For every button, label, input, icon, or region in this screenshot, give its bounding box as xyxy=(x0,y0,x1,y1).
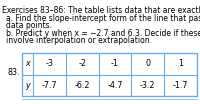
Text: y: y xyxy=(25,81,30,90)
Bar xyxy=(22,53,197,96)
Text: involve interpolation or extrapolation.: involve interpolation or extrapolation. xyxy=(6,36,152,45)
Text: -3.2: -3.2 xyxy=(140,81,156,90)
Text: -1.7: -1.7 xyxy=(173,81,188,90)
Text: -7.7: -7.7 xyxy=(42,81,57,90)
Text: b. Predict y when x = −2.7 and 6.3. Decide if these calculations: b. Predict y when x = −2.7 and 6.3. Deci… xyxy=(6,29,200,38)
Text: 83.: 83. xyxy=(8,68,20,77)
Text: a. Find the slope-intercept form of the line that passes through these: a. Find the slope-intercept form of the … xyxy=(6,14,200,23)
Text: -3: -3 xyxy=(45,59,53,68)
Text: 1: 1 xyxy=(178,59,183,68)
Text: 0: 0 xyxy=(145,59,150,68)
Text: -2: -2 xyxy=(78,59,86,68)
Text: -4.7: -4.7 xyxy=(107,81,123,90)
Text: -1: -1 xyxy=(111,59,119,68)
Text: -6.2: -6.2 xyxy=(74,81,90,90)
Text: x: x xyxy=(25,59,30,68)
Text: Exercises 83–86: The table lists data that are exactly linear.: Exercises 83–86: The table lists data th… xyxy=(2,6,200,15)
Text: data points.: data points. xyxy=(6,21,52,30)
